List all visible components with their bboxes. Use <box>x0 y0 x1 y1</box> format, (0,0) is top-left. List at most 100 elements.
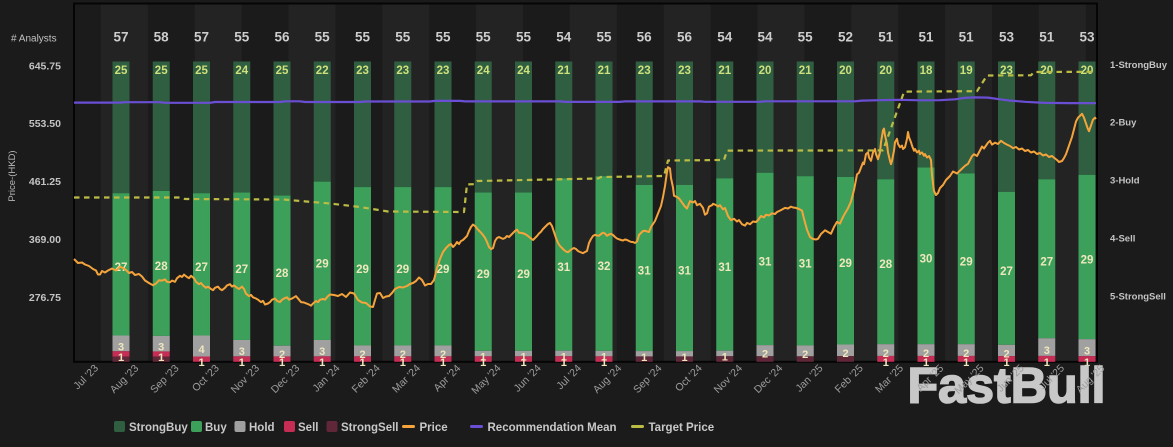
svg-text:Target Price: Target Price <box>649 422 715 434</box>
svg-text:4: 4 <box>198 344 205 356</box>
svg-text:51: 51 <box>878 30 894 45</box>
svg-text:FastBull: FastBull <box>908 358 1106 414</box>
svg-text:31: 31 <box>718 262 731 274</box>
svg-text:1: 1 <box>883 357 889 369</box>
svg-text:32: 32 <box>598 261 611 273</box>
svg-text:2: 2 <box>1003 349 1009 361</box>
svg-text:Price-(HKD): Price-(HKD) <box>7 150 18 201</box>
svg-text:StrongSell: StrongSell <box>341 422 399 434</box>
svg-text:58: 58 <box>154 30 170 45</box>
svg-text:51: 51 <box>959 30 975 45</box>
svg-text:369.00: 369.00 <box>29 234 61 246</box>
svg-text:54: 54 <box>717 30 733 45</box>
svg-text:55: 55 <box>516 30 532 45</box>
svg-text:1: 1 <box>923 357 929 369</box>
svg-text:3: 3 <box>239 346 245 358</box>
svg-text:3: 3 <box>158 342 164 354</box>
svg-text:1: 1 <box>400 357 406 369</box>
svg-text:1: 1 <box>158 352 164 364</box>
svg-text:StrongBuy: StrongBuy <box>129 422 188 434</box>
svg-text:56: 56 <box>274 30 290 45</box>
svg-text:54: 54 <box>556 30 572 45</box>
svg-text:4-Sell: 4-Sell <box>1110 234 1135 245</box>
svg-text:57: 57 <box>194 30 209 45</box>
svg-text:55: 55 <box>476 30 492 45</box>
svg-text:27: 27 <box>1040 256 1053 268</box>
svg-text:3: 3 <box>319 346 325 358</box>
svg-text:51: 51 <box>918 30 934 45</box>
svg-text:29: 29 <box>356 264 369 276</box>
svg-text:21: 21 <box>557 65 570 77</box>
svg-text:20: 20 <box>839 65 852 77</box>
svg-text:25: 25 <box>155 65 168 77</box>
svg-text:28: 28 <box>879 259 892 271</box>
svg-text:31: 31 <box>557 262 570 274</box>
svg-text:1: 1 <box>681 352 687 364</box>
svg-text:3: 3 <box>1044 345 1050 357</box>
svg-text:1: 1 <box>359 357 365 369</box>
svg-text:2: 2 <box>400 349 406 361</box>
svg-text:20: 20 <box>759 65 772 77</box>
svg-text:21: 21 <box>718 65 731 77</box>
svg-text:55: 55 <box>355 30 371 45</box>
svg-text:19: 19 <box>960 65 973 77</box>
svg-text:553.50: 553.50 <box>29 118 61 130</box>
svg-text:Recommendation Mean: Recommendation Mean <box>488 422 617 434</box>
svg-text:55: 55 <box>395 30 411 45</box>
svg-text:1: 1 <box>319 357 325 369</box>
svg-text:1: 1 <box>239 357 245 369</box>
svg-text:21: 21 <box>598 65 611 77</box>
svg-text:29: 29 <box>517 269 530 281</box>
svg-text:27: 27 <box>195 262 208 274</box>
svg-text:51: 51 <box>1039 30 1055 45</box>
svg-text:23: 23 <box>356 65 369 77</box>
svg-text:29: 29 <box>839 258 852 270</box>
svg-text:1: 1 <box>963 357 969 369</box>
svg-text:2: 2 <box>963 348 969 360</box>
svg-text:52: 52 <box>838 30 853 45</box>
svg-text:29: 29 <box>437 264 450 276</box>
svg-text:1-StrongBuy: 1-StrongBuy <box>1110 60 1168 71</box>
svg-text:1: 1 <box>520 357 526 369</box>
svg-text:Sell: Sell <box>298 422 318 434</box>
svg-text:23: 23 <box>638 65 651 77</box>
svg-text:1: 1 <box>279 357 285 369</box>
svg-text:2: 2 <box>923 348 929 360</box>
svg-text:23: 23 <box>396 65 409 77</box>
svg-text:31: 31 <box>759 256 772 268</box>
svg-text:1: 1 <box>118 352 124 364</box>
svg-text:53: 53 <box>1079 30 1095 45</box>
svg-text:645.75: 645.75 <box>29 60 61 72</box>
svg-text:28: 28 <box>155 261 168 273</box>
svg-text:24: 24 <box>517 65 530 77</box>
svg-text:31: 31 <box>799 258 812 270</box>
svg-text:1: 1 <box>480 352 486 364</box>
svg-text:20: 20 <box>1040 65 1053 77</box>
svg-text:56: 56 <box>677 30 693 45</box>
svg-text:1: 1 <box>1003 357 1009 369</box>
svg-text:29: 29 <box>960 256 973 268</box>
svg-text:54: 54 <box>757 30 773 45</box>
svg-text:3: 3 <box>118 341 124 353</box>
svg-text:55: 55 <box>435 30 451 45</box>
svg-text:3: 3 <box>1084 346 1090 358</box>
svg-text:1: 1 <box>520 352 526 364</box>
svg-text:53: 53 <box>999 30 1015 45</box>
svg-text:1: 1 <box>561 352 567 364</box>
svg-text:1: 1 <box>641 352 647 364</box>
svg-text:25: 25 <box>195 65 208 77</box>
svg-text:1: 1 <box>601 357 607 369</box>
svg-text:2: 2 <box>279 349 285 361</box>
svg-text:29: 29 <box>477 269 490 281</box>
svg-text:24: 24 <box>235 65 248 77</box>
svg-text:2: 2 <box>440 349 446 361</box>
svg-text:18: 18 <box>920 65 933 77</box>
svg-text:1: 1 <box>1084 357 1090 369</box>
svg-text:55: 55 <box>596 30 612 45</box>
svg-text:29: 29 <box>316 258 329 270</box>
svg-text:1: 1 <box>561 357 567 369</box>
svg-text:3-Hold: 3-Hold <box>1110 176 1140 187</box>
svg-text:27: 27 <box>1000 266 1013 278</box>
svg-text:# Analysts: # Analysts <box>11 34 57 45</box>
svg-text:31: 31 <box>638 266 651 278</box>
